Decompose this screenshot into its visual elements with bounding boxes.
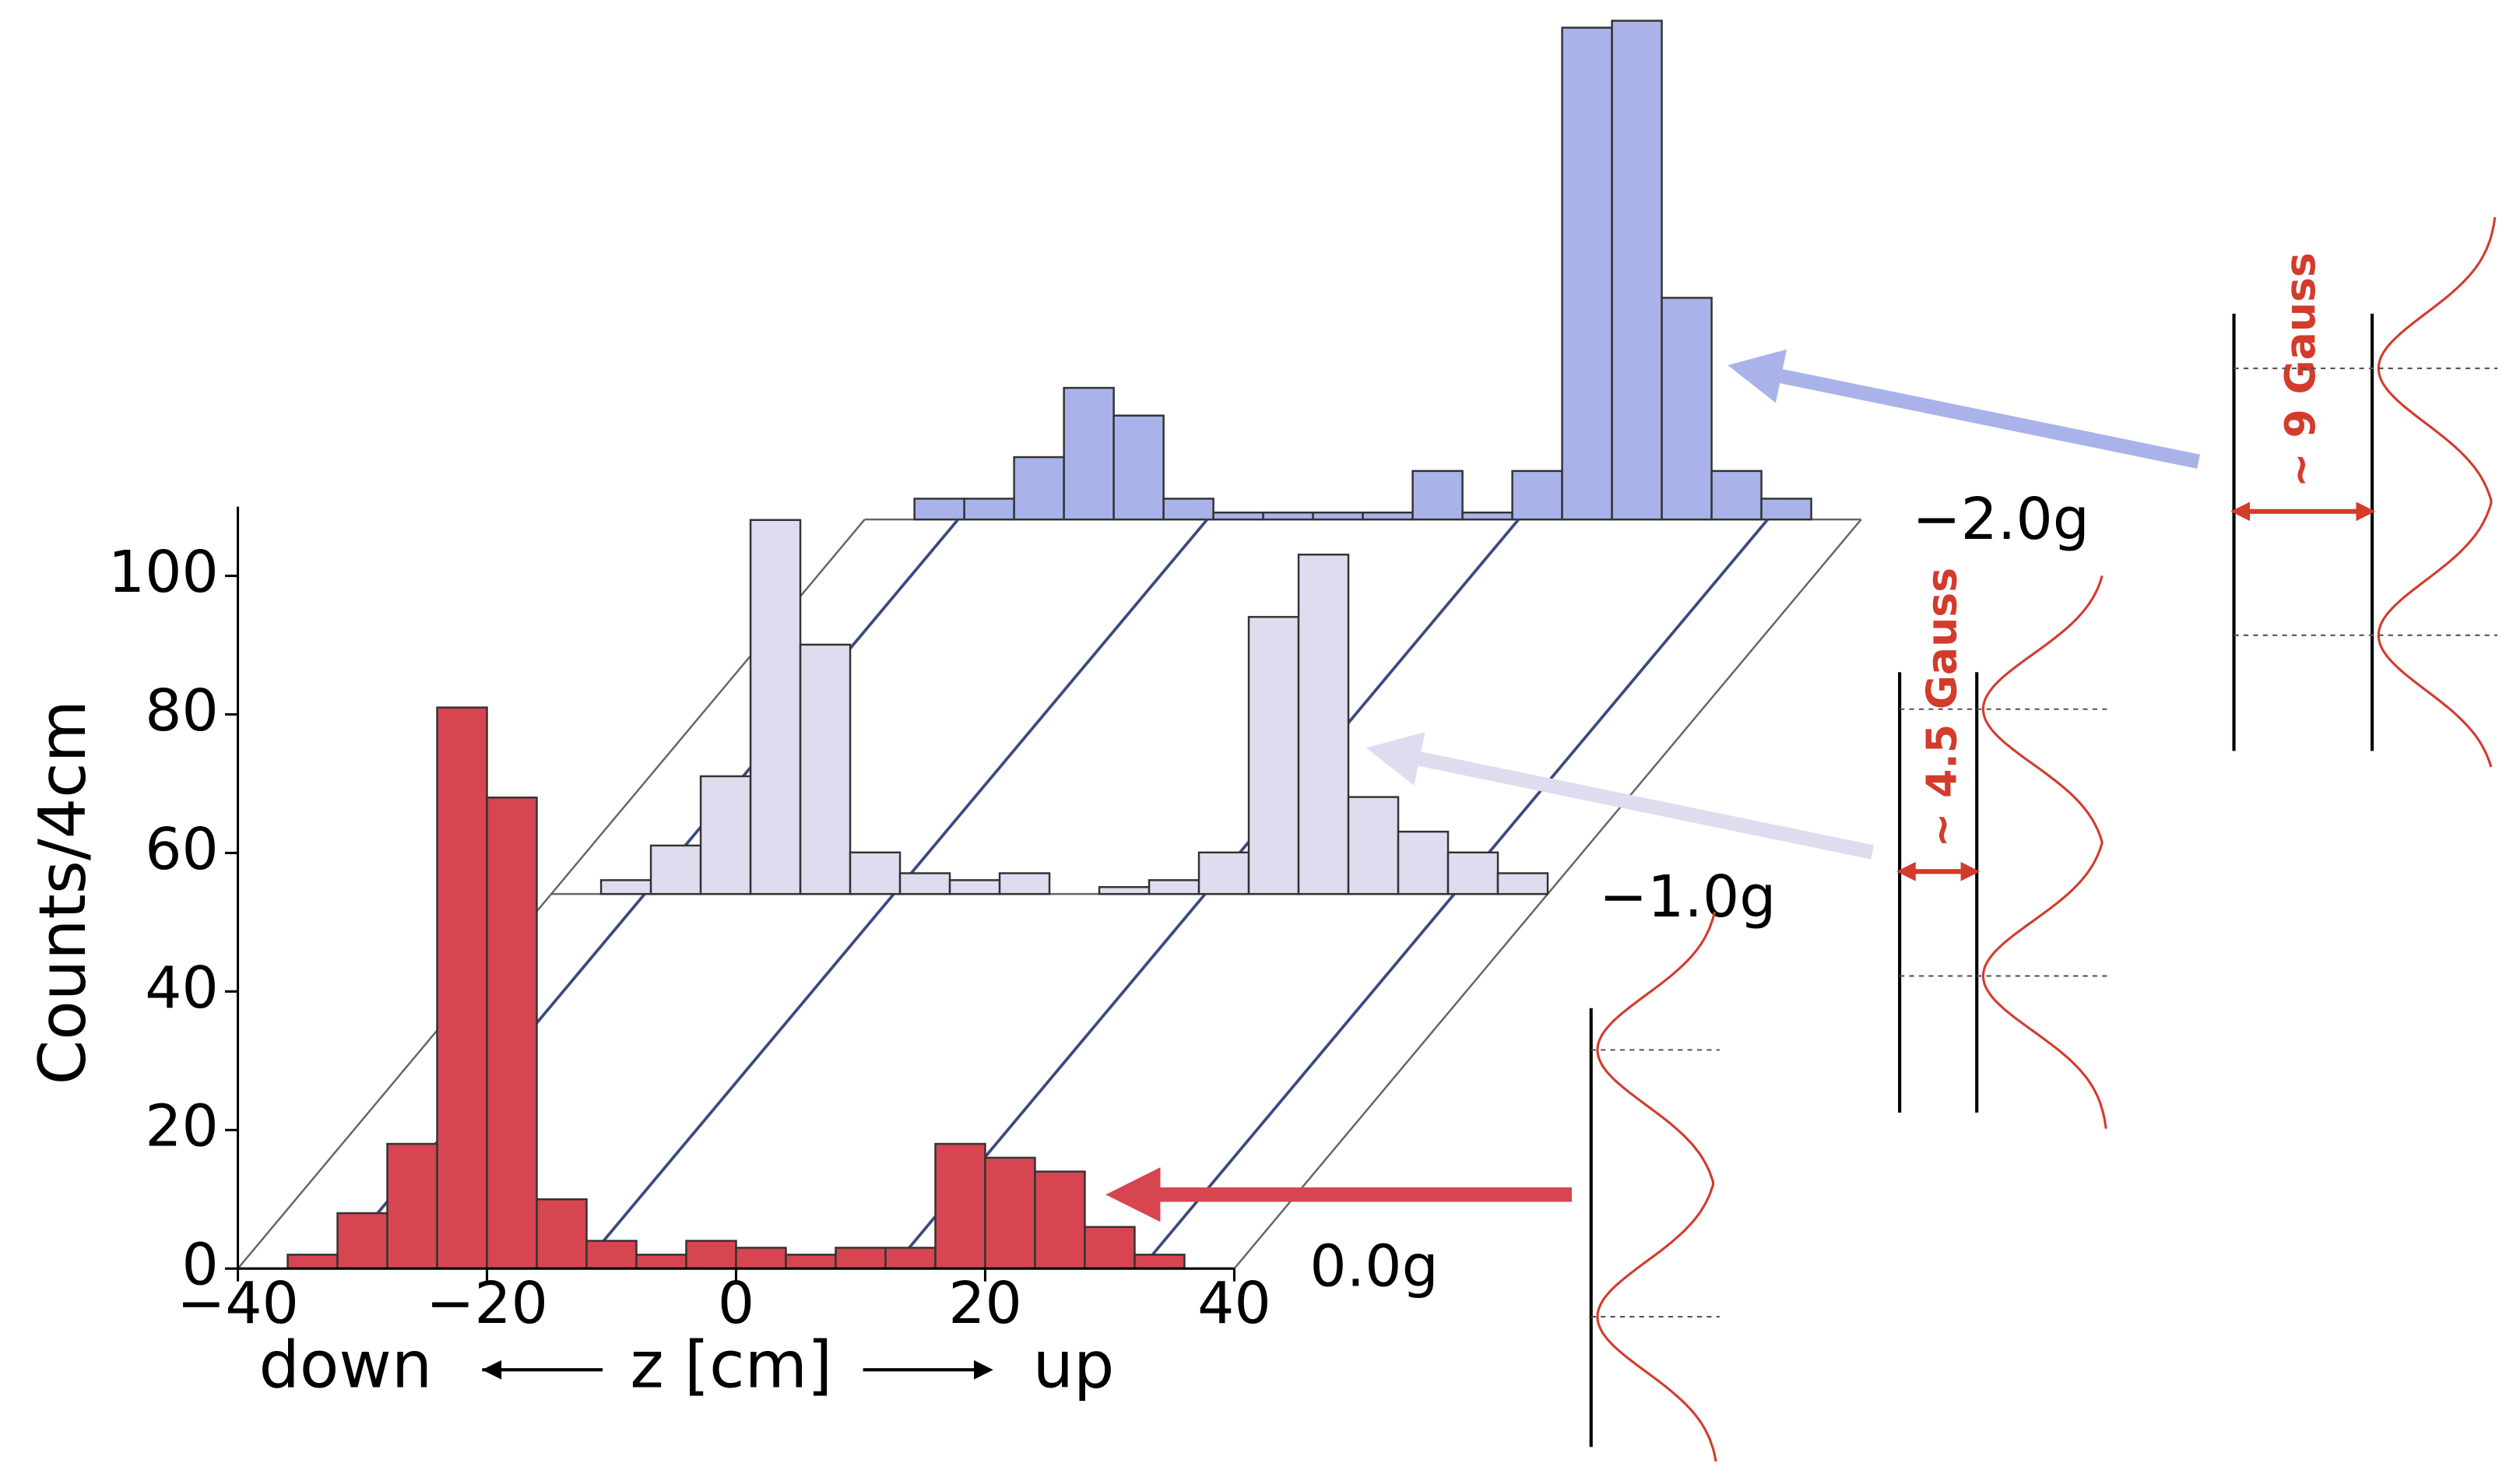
annotation: ~ 9 Gauss [2276,252,2325,487]
bar [1511,470,1563,521]
legend-label: 0.0g [1309,1233,1438,1300]
bar [1611,19,1663,521]
bar [1411,470,1464,521]
annotation: down [258,1328,432,1403]
bar [1347,796,1400,895]
bar [1710,470,1763,521]
bar [1112,414,1165,521]
bar [699,775,752,895]
bar [934,1142,986,1270]
bar [1397,830,1450,895]
bar [998,872,1051,895]
annotation: up [1033,1328,1115,1403]
bar [536,1198,588,1270]
bar [1063,386,1115,521]
bar [849,851,902,895]
bar [835,1247,887,1270]
legend-label: −2.0g [1912,485,2089,553]
arrow-head [482,1360,502,1380]
bar [1262,512,1314,521]
bar [599,879,652,895]
bar [785,1254,837,1270]
bar [1362,512,1414,521]
bar [1297,554,1350,895]
bar [386,1142,438,1270]
bar [486,797,538,1270]
bar [1197,851,1250,895]
y-tick-label: 60 [145,815,219,883]
field-curve [1596,911,1717,1462]
bar [1013,456,1065,521]
bar [1133,1254,1186,1270]
bar [749,519,802,895]
pointer-arrow-head [1105,1167,1161,1222]
bar [884,1247,937,1270]
bar [1148,879,1200,895]
x-tick-label: −40 [177,1269,299,1337]
annotation: ~ 4.5 Gauss [1917,568,1966,848]
pointer-arrow [1418,751,1874,860]
bar [1496,872,1549,895]
y-tick-label: 80 [145,677,219,744]
bar [984,1156,1036,1270]
arrow-head [974,1360,993,1380]
legend-label: −1.0g [1599,863,1777,930]
pointer-arrow-head [1365,732,1425,786]
bar [1212,512,1264,521]
bar [1561,26,1613,521]
bar [898,872,951,895]
bar [336,1212,388,1270]
bar [635,1254,687,1270]
bar [1312,512,1364,521]
bar [286,1254,339,1270]
bar [913,498,965,521]
x-tick-label: 0 [718,1269,754,1337]
pointer-arrow-head [1727,349,1787,403]
y-axis-label: Counts/4cm [26,700,100,1085]
field-curve [2377,216,2497,768]
bar [1661,297,1713,521]
bar [948,879,1001,895]
bar [585,1240,638,1270]
y-tick-label: 100 [108,538,219,606]
bar [1034,1170,1086,1270]
y-tick-label: 40 [145,954,219,1022]
x-tick-label: −20 [426,1269,548,1337]
bar [1162,498,1214,521]
bar [1098,886,1151,895]
bar [436,706,488,1270]
y-tick-label: 0 [181,1231,218,1299]
bar [1446,851,1499,895]
x-tick-label: 40 [1197,1269,1271,1337]
x-axis-label: z [cm] [630,1328,832,1403]
field-curve [1981,575,2107,1129]
bar [685,1240,737,1270]
bar [649,844,702,895]
bar [735,1247,787,1270]
bar [1461,512,1513,521]
bar [1760,498,1812,521]
x-tick-label: 20 [948,1269,1022,1337]
y-tick-label: 20 [145,1092,219,1160]
bar [963,498,1015,521]
bar [799,643,852,895]
bar [1247,616,1300,895]
pointer-arrow [1780,368,2200,469]
bar [1084,1226,1136,1270]
